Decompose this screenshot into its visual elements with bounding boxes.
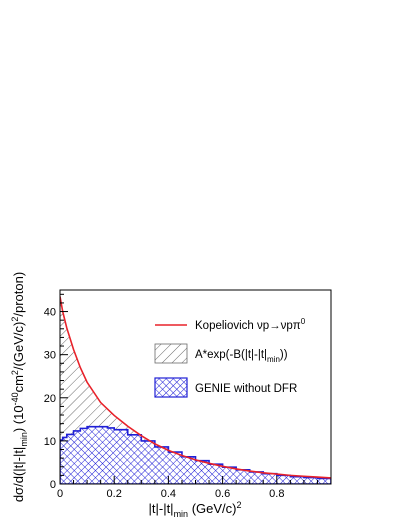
- x-axis-title: |t|-|t|min (GeV/c)2: [149, 500, 242, 519]
- y-tick-label: 40: [44, 307, 56, 319]
- x-tick-label: 0.6: [215, 488, 230, 500]
- legend: Kopeliovich νp→νpπ0 A*exp(-B(|t|-|t|min)…: [154, 317, 306, 398]
- y-tick-label: 20: [44, 393, 56, 405]
- y-tick-label: 10: [44, 436, 56, 448]
- y-tick-label: 0: [50, 479, 56, 491]
- legend-swatch-exponential: [154, 343, 188, 364]
- legend-label-kopeliovich: Kopeliovich νp→νpπ0: [195, 317, 306, 332]
- x-tick-label: 0: [57, 488, 63, 500]
- legend-label-genie: GENIE without DFR: [195, 383, 297, 395]
- legend-swatch-genie: [154, 377, 188, 398]
- y-axis-title: dσ/d(|t|-|t|min) (10-40cm2/(GeV/c)2/prot…: [10, 272, 29, 502]
- legend-label-exponential: A*exp(-B(|t|-|t|min)): [195, 349, 288, 364]
- x-tick-label: 0.2: [107, 488, 122, 500]
- x-tick-label: 0.8: [269, 488, 284, 500]
- kopeliovich-line: [60, 296, 331, 479]
- y-tick-label: 30: [44, 350, 56, 362]
- x-tick-label: 0.4: [161, 488, 176, 500]
